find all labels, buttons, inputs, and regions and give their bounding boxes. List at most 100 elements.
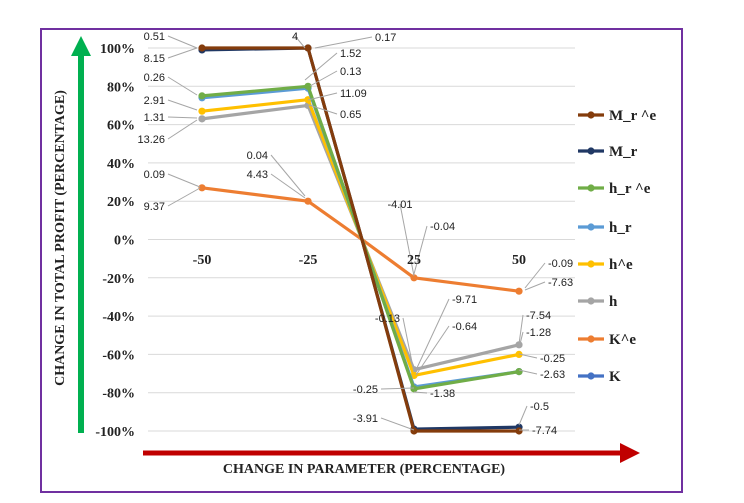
y-tick-label: -60% [102,348,135,363]
data-point [198,115,206,123]
y-tick-label: 80% [107,80,135,95]
legend-label: M_r ^e [609,108,657,124]
legend-swatch-marker [587,260,595,268]
data-label: 8.15 [144,53,165,65]
label-leader [167,99,198,111]
data-label: 0.51 [144,31,165,43]
data-point [515,427,523,435]
data-label: 0.09 [144,169,165,181]
legend-swatch-marker [587,111,595,119]
series-line [202,46,519,433]
label-leader [270,154,306,197]
legend: M_r ^e M_r h_r ^e h_r h^e h K^e K [578,108,657,385]
label-leader [167,116,198,119]
label-leader [167,35,198,49]
label-leader [309,70,338,87]
data-point [410,274,418,282]
data-point [198,92,206,100]
data-label: 0.65 [340,109,361,121]
data-label: -1.28 [526,327,551,339]
legend-swatch-marker [587,147,595,155]
legend-label: h_r [609,220,632,236]
legend-label: M_r [609,144,638,160]
label-leader [167,119,198,140]
y-tick-label: 20% [107,195,135,210]
x-tick-label: -25 [299,253,318,268]
data-point [198,184,206,192]
data-label: 11.09 [340,88,367,100]
data-point [304,197,312,205]
y-tick-label: -80% [102,387,135,402]
data-point [515,341,523,349]
legend-swatch-marker [587,184,595,192]
y-tick-labels: 100% 80% 60% 40% 20% 0% -20% -40% -60% -80% -100% [95,42,135,440]
chart-frame [40,28,683,493]
label-leader [518,369,538,375]
label-leader [167,76,198,96]
label-leader [167,173,201,188]
data-point [304,82,312,90]
data-label: 4 [292,31,298,43]
label-leader [380,417,415,431]
y-tick-label: -20% [102,272,135,287]
data-label: 1.31 [144,112,165,124]
data-point [515,287,523,295]
legend-swatch-marker [587,223,595,231]
legend-label: h [609,294,618,310]
x-tick-label: -50 [193,253,212,268]
label-leader [399,203,415,277]
x-axis-arrowhead [620,443,640,463]
y-tick-label: -100% [95,425,135,440]
data-point [410,385,418,393]
data-point [198,44,206,52]
label-leader [518,353,538,359]
data-label: -0.25 [540,353,565,365]
data-label: -7.63 [548,277,573,289]
y-axis-arrowhead [71,36,91,56]
y-tick-label: 40% [107,157,135,172]
label-leader [415,325,450,376]
data-label: -0.04 [430,221,455,233]
data-label: 13.26 [137,134,165,146]
label-leader [524,281,546,291]
label-leader [307,92,338,101]
label-leader [413,225,428,275]
legend-label: h^e [609,257,633,273]
data-label: -3.91 [353,413,378,425]
data-point [515,368,523,376]
legend-label: K [609,369,621,385]
data-label: -0.13 [375,313,400,325]
y-tick-label: 60% [107,119,135,134]
data-point [304,44,312,52]
data-label: 0.17 [375,32,396,44]
label-leader [304,52,338,81]
data-label: -0.09 [548,258,573,270]
label-leader [380,387,415,390]
label-leader [524,262,546,289]
y-tick-label: 100% [100,42,135,57]
label-leader [167,47,198,59]
data-label: -0.64 [452,321,477,333]
data-label: -0.25 [353,384,378,396]
x-tick-label: 25 [407,253,421,268]
label-leader [518,314,524,345]
data-label-leaders [167,35,546,431]
data-label: -0.5 [530,401,549,413]
label-leader [305,103,338,115]
legend-swatch-marker [587,335,595,343]
x-tick-labels: -50 -25 25 50 [193,253,526,268]
data-label: 0.04 [247,150,268,162]
label-leader [402,317,415,373]
data-label: 9.37 [144,201,165,213]
x-axis-title: CHANGE IN PARAMETER (PERCENTAGE) [223,462,506,477]
legend-label: h_r ^e [609,181,651,197]
label-leader [270,173,306,199]
data-label: 1.52 [340,48,361,60]
data-label: -2.63 [540,369,565,381]
label-leader [413,391,428,394]
data-label: 4.43 [247,169,268,181]
data-label: 0.13 [340,66,361,78]
y-tick-label: -40% [102,310,135,325]
data-label: -4.01 [387,199,412,211]
data-label: -9.71 [452,294,477,306]
